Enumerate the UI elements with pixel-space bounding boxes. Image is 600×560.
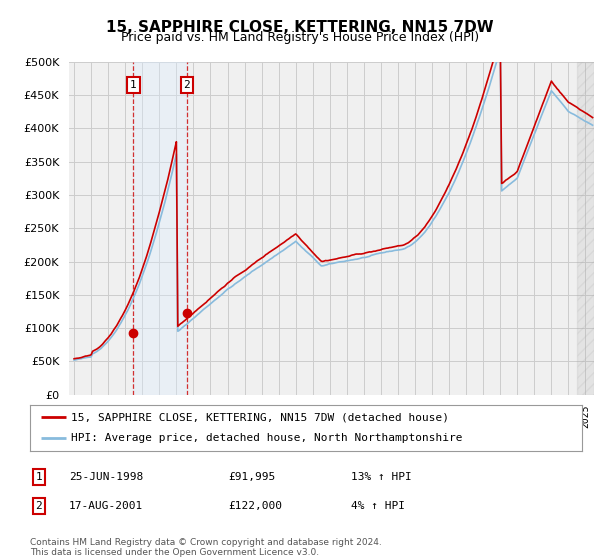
Bar bbox=[133, 62, 187, 395]
Text: 4% ↑ HPI: 4% ↑ HPI bbox=[351, 501, 405, 511]
Text: Contains HM Land Registry data © Crown copyright and database right 2024.
This d: Contains HM Land Registry data © Crown c… bbox=[30, 538, 382, 557]
Text: 15, SAPPHIRE CLOSE, KETTERING, NN15 7DW: 15, SAPPHIRE CLOSE, KETTERING, NN15 7DW bbox=[106, 20, 494, 35]
Text: Price paid vs. HM Land Registry's House Price Index (HPI): Price paid vs. HM Land Registry's House … bbox=[121, 31, 479, 44]
Text: 2: 2 bbox=[35, 501, 43, 511]
Text: 15, SAPPHIRE CLOSE, KETTERING, NN15 7DW (detached house): 15, SAPPHIRE CLOSE, KETTERING, NN15 7DW … bbox=[71, 412, 449, 422]
Text: 1: 1 bbox=[35, 472, 43, 482]
Text: 13% ↑ HPI: 13% ↑ HPI bbox=[351, 472, 412, 482]
Text: 25-JUN-1998: 25-JUN-1998 bbox=[69, 472, 143, 482]
Text: 2: 2 bbox=[184, 80, 190, 90]
Text: 17-AUG-2001: 17-AUG-2001 bbox=[69, 501, 143, 511]
Text: HPI: Average price, detached house, North Northamptonshire: HPI: Average price, detached house, Nort… bbox=[71, 433, 463, 444]
Text: £122,000: £122,000 bbox=[228, 501, 282, 511]
Bar bbox=[577, 62, 594, 395]
Text: 1: 1 bbox=[130, 80, 137, 90]
Text: £91,995: £91,995 bbox=[228, 472, 275, 482]
